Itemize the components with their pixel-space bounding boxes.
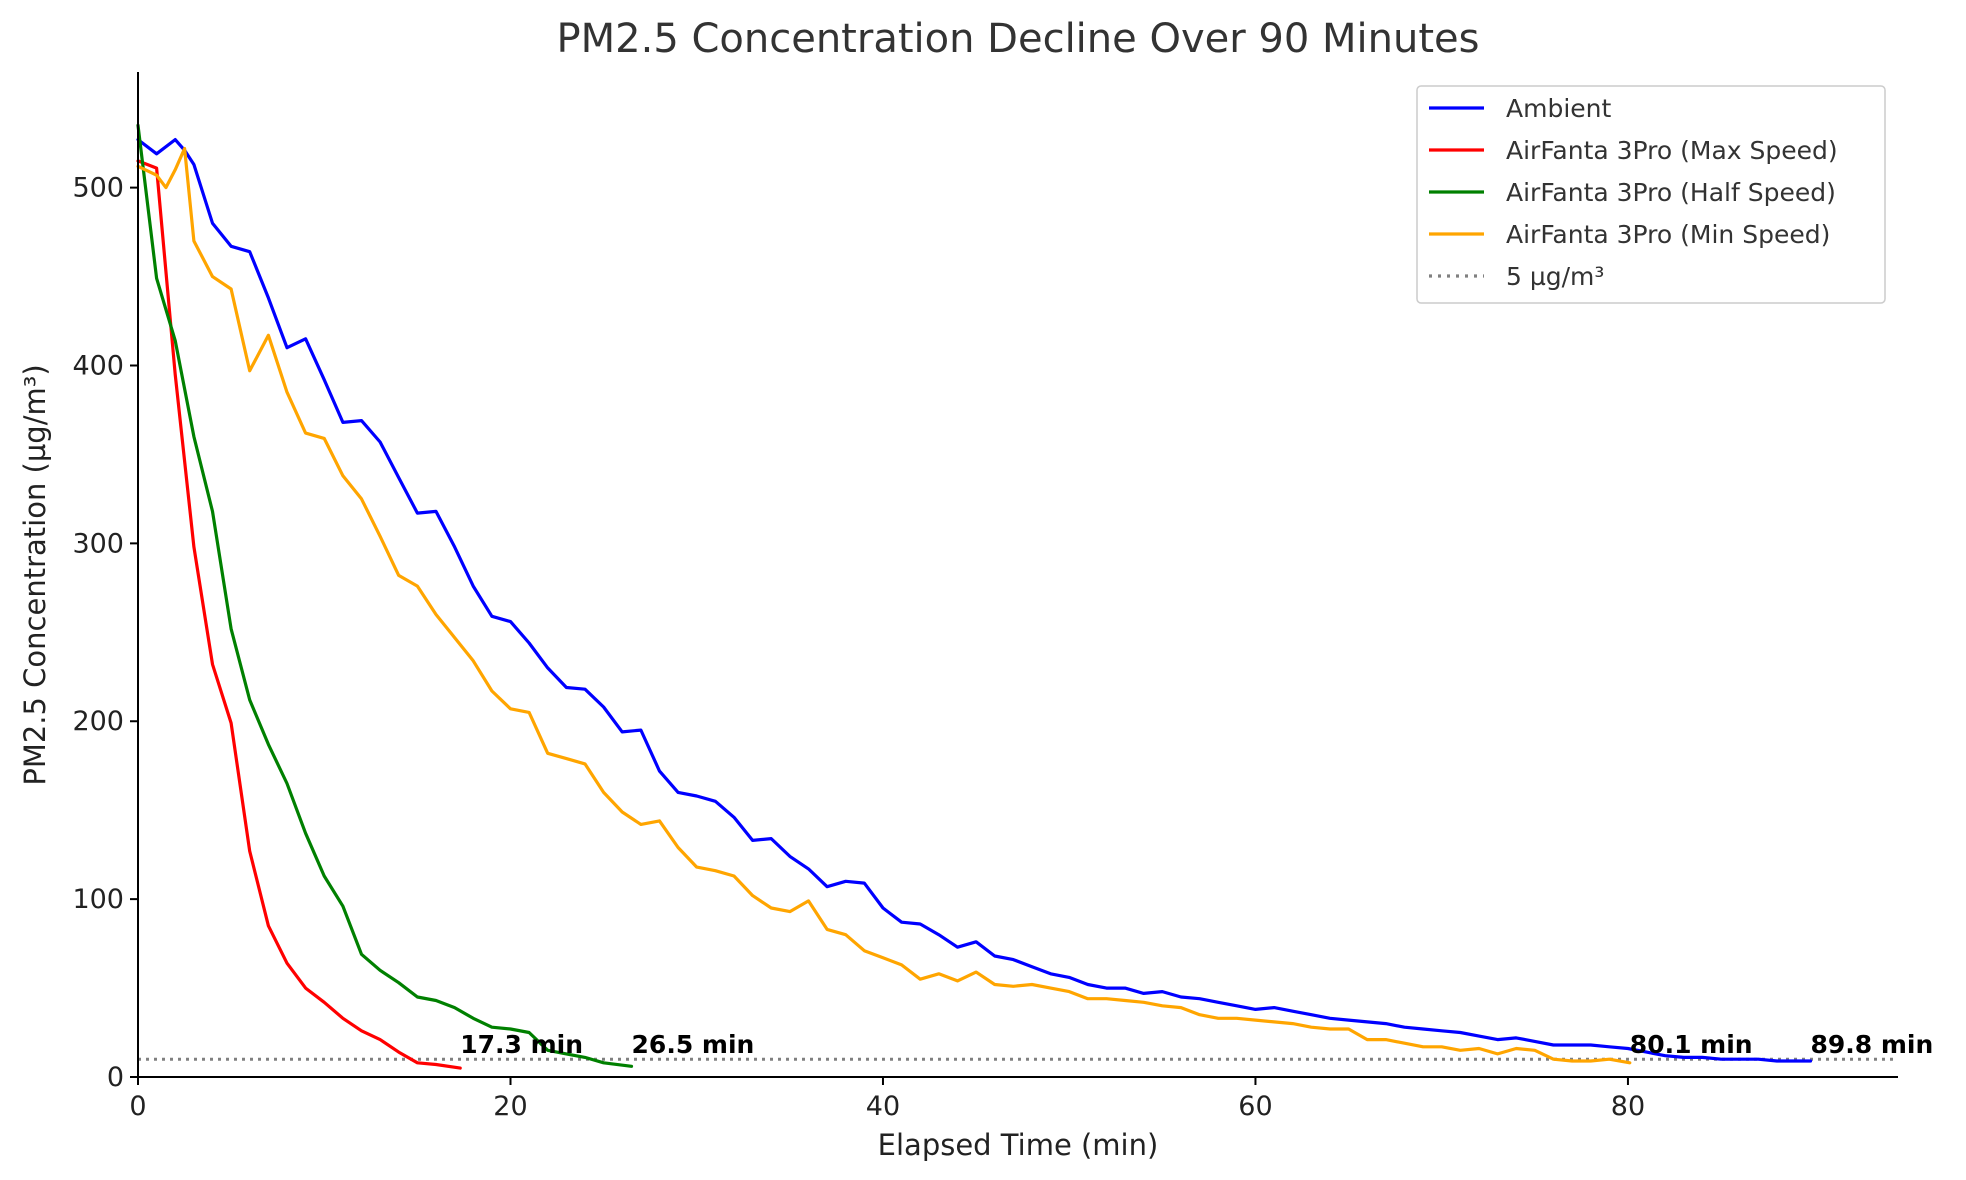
- x-tick-label: 20: [493, 1091, 527, 1122]
- y-tick-label: 100: [72, 884, 124, 915]
- legend: Ambient AirFanta 3Pro (Max Speed) AirFanta…: [1416, 85, 1886, 304]
- legend-label: AirFanta 3Pro (Min Speed): [1506, 220, 1830, 249]
- x-tick-label: 40: [866, 1091, 900, 1122]
- annotation-label: 80.1 min: [1630, 1030, 1753, 1059]
- x-tick-label: 80: [1611, 1091, 1645, 1122]
- series-line-0: [136, 138, 1813, 1063]
- x-tick-label: 0: [129, 1091, 146, 1122]
- legend-box: [1416, 85, 1886, 304]
- annotation-label: 26.5 min: [632, 1030, 755, 1059]
- series-line-1: [136, 159, 462, 1070]
- plot-area: 17.3 min 26.5 min 80.1 min 89.8 min: [136, 123, 1933, 1070]
- series-line-2: [136, 123, 634, 1068]
- y-axis-label: PM2.5 Concentration (µg/m³): [18, 364, 52, 785]
- legend-label: Ambient: [1506, 94, 1611, 123]
- annotation-label: 89.8 min: [1810, 1030, 1933, 1059]
- legend-label: 5 µg/m³: [1506, 262, 1604, 291]
- legend-label: AirFanta 3Pro (Half Speed): [1506, 178, 1836, 207]
- y-tick-label: 500: [72, 173, 124, 204]
- x-tick-label: 60: [1238, 1091, 1272, 1122]
- chart-title: PM2.5 Concentration Decline Over 90 Minu…: [557, 16, 1480, 62]
- legend-label: AirFanta 3Pro (Max Speed): [1506, 136, 1838, 165]
- y-tick-label: 300: [72, 528, 124, 559]
- y-tick-label: 0: [107, 1062, 124, 1093]
- y-ticks: 0 100 200 300 400 500: [72, 173, 138, 1093]
- y-tick-label: 400: [72, 350, 124, 381]
- series-line-3: [136, 146, 1632, 1065]
- x-ticks: 0 20 40 60 80: [129, 1077, 1645, 1122]
- x-axis-label: Elapsed Time (min): [878, 1128, 1159, 1162]
- y-tick-label: 200: [72, 706, 124, 737]
- annotation-label: 17.3 min: [460, 1030, 583, 1059]
